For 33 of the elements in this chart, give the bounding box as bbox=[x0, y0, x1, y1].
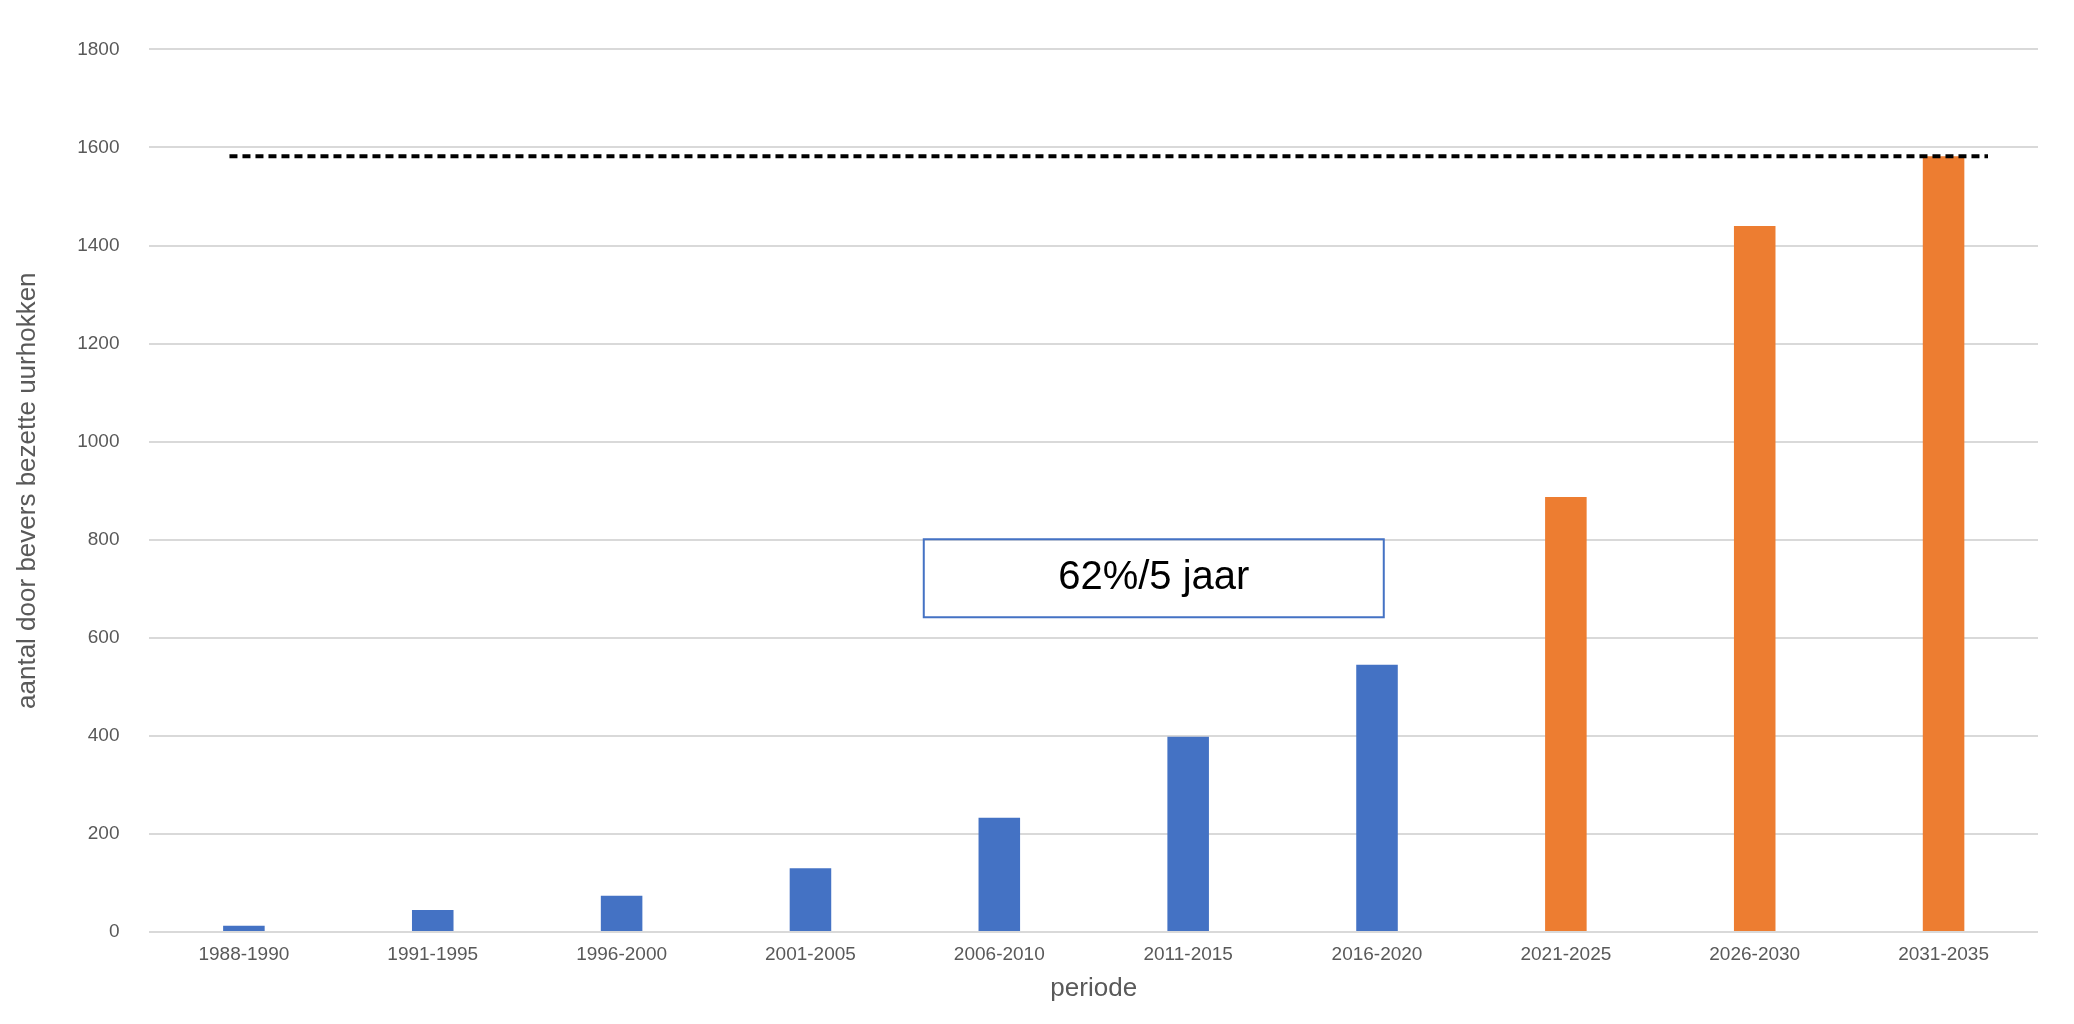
x-tick-label: 1991-1995 bbox=[387, 942, 479, 964]
y-axis-title: aantal door bevers bezette uurhokken bbox=[10, 272, 41, 709]
bar bbox=[223, 925, 265, 931]
bar bbox=[411, 909, 454, 931]
bar bbox=[1733, 225, 1776, 931]
x-tick-label: 2016-2020 bbox=[1331, 942, 1423, 964]
bar bbox=[789, 868, 832, 931]
x-tick-label: 2001-2005 bbox=[765, 942, 856, 964]
bar bbox=[600, 895, 643, 931]
x-tick-label: 2021-2025 bbox=[1520, 942, 1612, 964]
y-tick-label: 1000 bbox=[77, 429, 120, 451]
bar bbox=[1356, 664, 1398, 931]
y-tick-label: 1400 bbox=[77, 233, 120, 255]
bar bbox=[978, 817, 1021, 931]
annotation: 62%/5 jaar bbox=[1058, 553, 1250, 598]
y-tick-label: 200 bbox=[87, 822, 120, 844]
bar bbox=[1545, 497, 1587, 931]
y-tick-label: 0 bbox=[108, 920, 120, 942]
bar bbox=[1922, 156, 1965, 931]
x-tick-label: 2011-2015 bbox=[1143, 942, 1233, 964]
x-axis-title: periode bbox=[1050, 971, 1138, 1002]
x-tick-label: 1996-2000 bbox=[576, 942, 668, 964]
x-tick-label: 1988-1990 bbox=[198, 942, 290, 964]
bar bbox=[1167, 736, 1209, 931]
y-tick-label: 800 bbox=[87, 527, 120, 549]
x-tick-label: 2026-2030 bbox=[1709, 942, 1801, 964]
y-tick-label: 600 bbox=[87, 626, 120, 648]
x-tick-label: 2006-2010 bbox=[953, 942, 1045, 964]
y-tick-label: 1600 bbox=[77, 135, 120, 157]
x-tick-label: 2031-2035 bbox=[1898, 942, 1990, 964]
y-tick-label: 1200 bbox=[77, 331, 120, 353]
y-tick-label: 1800 bbox=[77, 37, 120, 59]
y-tick-label: 400 bbox=[87, 724, 120, 746]
